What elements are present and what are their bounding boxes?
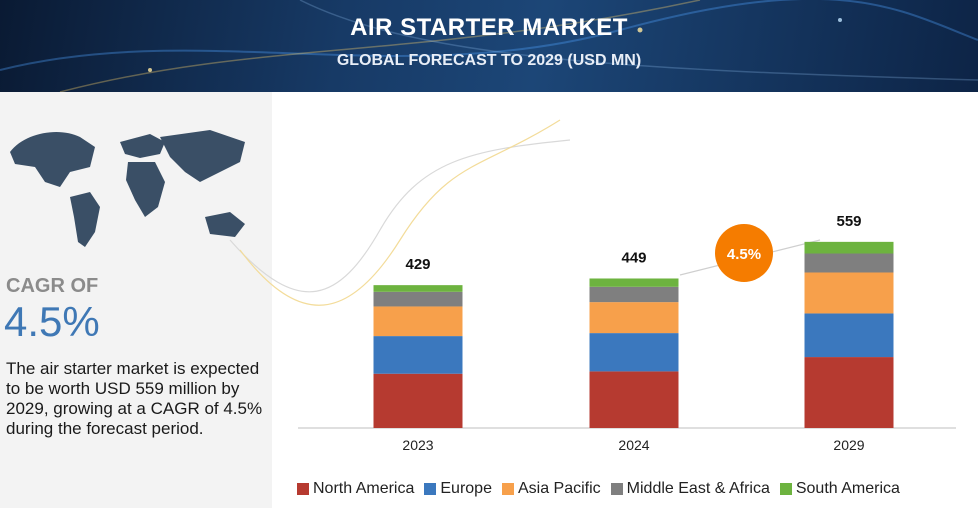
bar-2023-asia-pacific — [373, 306, 463, 337]
legend-label: North America — [313, 480, 415, 497]
legend-item-north-america: North America — [297, 480, 414, 498]
bar-2023-middle-east-africa — [373, 291, 463, 307]
legend-item-asia-pacific: Asia Pacific — [501, 480, 601, 498]
header-banner: AIR STARTER MARKET GLOBAL FORECAST TO 20… — [0, 0, 978, 92]
total-label-2023: 429 — [405, 256, 430, 273]
legend-swatch — [501, 483, 514, 495]
cagr-label: CAGR OF — [6, 275, 99, 297]
legend-swatch — [779, 483, 792, 495]
legend-swatch — [610, 483, 623, 495]
total-label-2024: 449 — [621, 249, 646, 266]
bar-2024-north-america — [589, 371, 679, 428]
x-tick-2024: 2024 — [618, 437, 649, 453]
legend-swatch — [297, 483, 309, 495]
page-subtitle: GLOBAL FORECAST TO 2029 (USD MN) — [336, 52, 642, 69]
legend-label: Europe — [440, 480, 492, 497]
cagr-value: 4.5% — [4, 298, 100, 345]
bar-2024-europe — [589, 333, 679, 372]
bar-2029-middle-east-africa — [804, 253, 894, 273]
bar-2023-south-america — [373, 285, 463, 292]
legend-swatch — [424, 483, 437, 495]
total-label-2029: 559 — [836, 213, 861, 230]
bar-2029-south-america — [804, 241, 894, 254]
cagr-badge-label: 4.5% — [727, 246, 761, 263]
description-text: The air starter market is expected to be… — [6, 359, 263, 438]
legend-item-europe: Europe — [424, 480, 492, 498]
bar-2029-europe — [804, 313, 894, 358]
bar-2029-asia-pacific — [804, 272, 894, 314]
bar-2023-europe — [373, 336, 463, 374]
legend: North America Europe Asia Pacific Middle Ea… — [297, 478, 910, 500]
cagr-badge — [715, 224, 773, 282]
legend-label: Middle East & Africa — [626, 480, 770, 497]
left-panel: CAGR OF 4.5% The air starter market is e… — [0, 92, 272, 508]
legend-item-middle-east-africa: Middle East & Africa — [610, 480, 770, 498]
legend-item-south-america: South America — [779, 480, 900, 498]
page-title: AIR STARTER MARKET — [350, 14, 628, 41]
banner-light-trails — [0, 0, 978, 92]
bar-2024-asia-pacific — [589, 302, 679, 334]
bar-2024-middle-east-africa — [589, 286, 679, 303]
world-map-icon — [10, 130, 245, 247]
bar-2023-north-america — [373, 373, 463, 428]
bar-2029-north-america — [804, 357, 894, 428]
bar-2024-south-america — [589, 278, 679, 287]
x-tick-2023: 2023 — [402, 437, 433, 453]
x-tick-2029: 2029 — [833, 437, 864, 453]
legend-label: South America — [795, 480, 900, 497]
legend-label: Asia Pacific — [517, 480, 601, 497]
